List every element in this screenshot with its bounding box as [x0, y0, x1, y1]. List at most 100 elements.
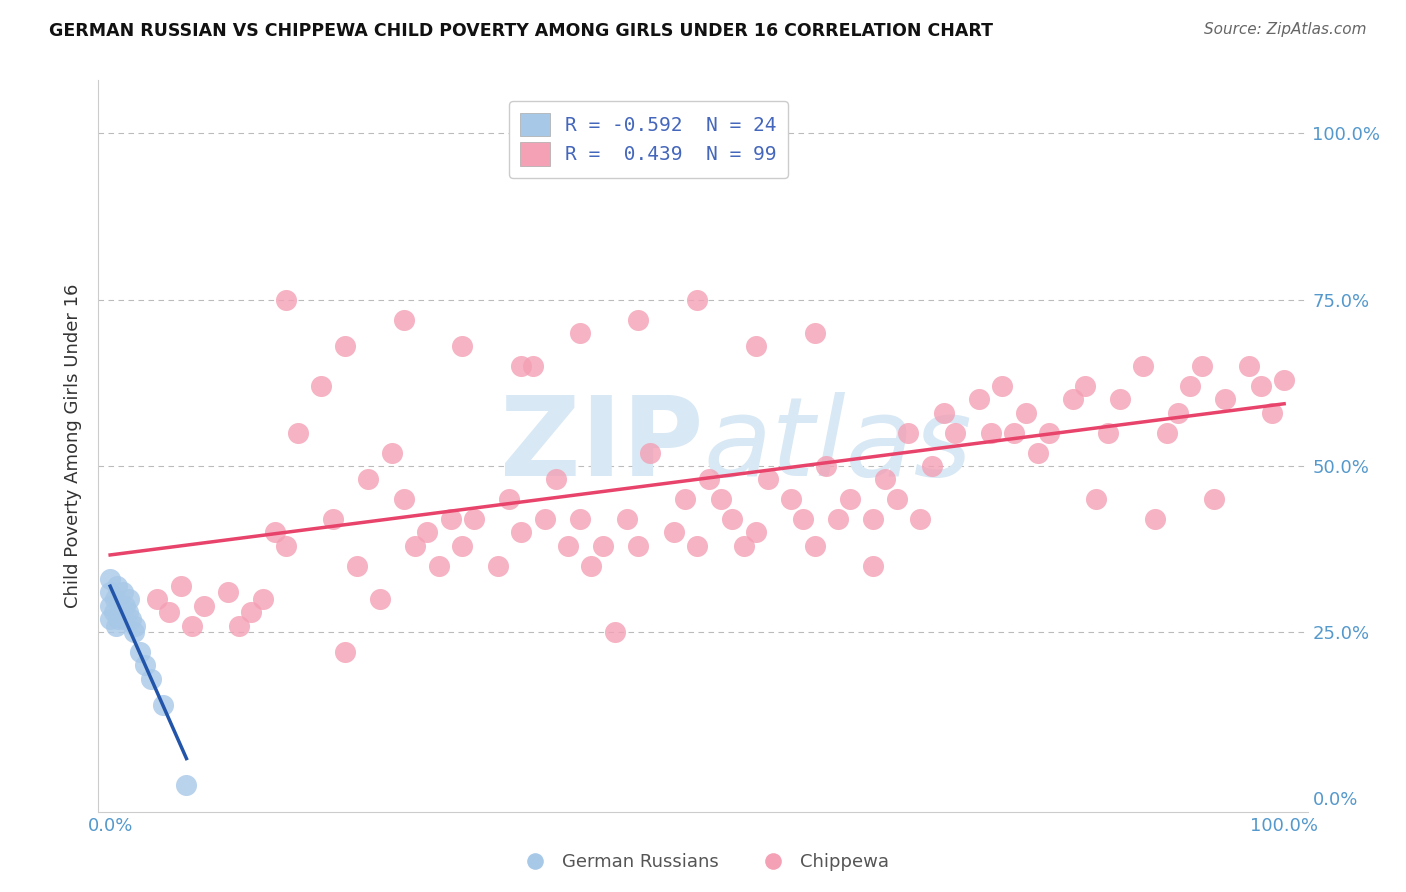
Point	[276, 539, 298, 553]
Point	[1167, 406, 1189, 420]
Point	[1272, 372, 1295, 386]
Text: Source: ZipAtlas.com: Source: ZipAtlas.com	[1204, 22, 1367, 37]
Point	[128, 645, 150, 659]
Point	[1108, 392, 1130, 407]
Point	[1202, 492, 1225, 507]
Point	[546, 472, 568, 486]
Legend: German Russians, Chippewa: German Russians, Chippewa	[510, 847, 896, 879]
Point	[108, 599, 131, 613]
Point	[134, 658, 156, 673]
Point	[141, 672, 163, 686]
Point	[427, 558, 450, 573]
Point	[104, 591, 127, 606]
Point	[263, 525, 285, 540]
Point	[1156, 425, 1178, 440]
Point	[333, 339, 356, 353]
Point	[745, 339, 768, 353]
Point	[921, 458, 943, 473]
Point	[980, 425, 1002, 440]
Point	[616, 512, 638, 526]
Point	[240, 605, 263, 619]
Point	[122, 625, 145, 640]
Point	[107, 612, 129, 626]
Point	[945, 425, 967, 440]
Point	[662, 525, 685, 540]
Point	[803, 539, 825, 553]
Point	[333, 645, 356, 659]
Point	[581, 558, 603, 573]
Point	[967, 392, 990, 407]
Point	[105, 579, 128, 593]
Point	[1191, 359, 1213, 374]
Point	[346, 558, 368, 573]
Point	[1062, 392, 1084, 407]
Point	[1097, 425, 1119, 440]
Point	[1026, 445, 1049, 459]
Point	[98, 599, 121, 613]
Point	[1143, 512, 1166, 526]
Point	[117, 605, 139, 619]
Point	[1015, 406, 1038, 420]
Point	[1085, 492, 1108, 507]
Point	[451, 339, 474, 353]
Point	[780, 492, 803, 507]
Point	[1073, 379, 1095, 393]
Text: ZIP: ZIP	[499, 392, 703, 500]
Point	[322, 512, 344, 526]
Point	[152, 698, 174, 713]
Point	[118, 591, 141, 606]
Point	[287, 425, 309, 440]
Point	[603, 625, 626, 640]
Point	[1237, 359, 1260, 374]
Point	[803, 326, 825, 340]
Point	[98, 585, 121, 599]
Point	[181, 618, 204, 632]
Point	[486, 558, 509, 573]
Point	[404, 539, 426, 553]
Point	[463, 512, 485, 526]
Point	[1132, 359, 1154, 374]
Point	[721, 512, 744, 526]
Text: atlas: atlas	[703, 392, 972, 500]
Point	[1250, 379, 1272, 393]
Point	[673, 492, 696, 507]
Point	[120, 612, 142, 626]
Point	[416, 525, 439, 540]
Point	[862, 558, 884, 573]
Point	[697, 472, 720, 486]
Point	[112, 612, 135, 626]
Point	[638, 445, 661, 459]
Point	[991, 379, 1014, 393]
Point	[381, 445, 404, 459]
Point	[157, 605, 180, 619]
Point	[311, 379, 333, 393]
Text: GERMAN RUSSIAN VS CHIPPEWA CHILD POVERTY AMONG GIRLS UNDER 16 CORRELATION CHART: GERMAN RUSSIAN VS CHIPPEWA CHILD POVERTY…	[49, 22, 993, 40]
Point	[103, 605, 125, 619]
Point	[568, 326, 591, 340]
Point	[592, 539, 614, 553]
Point	[98, 572, 121, 586]
Point	[627, 539, 650, 553]
Point	[733, 539, 755, 553]
Y-axis label: Child Poverty Among Girls Under 16: Child Poverty Among Girls Under 16	[65, 284, 83, 608]
Point	[510, 359, 533, 374]
Point	[792, 512, 814, 526]
Point	[1002, 425, 1025, 440]
Point	[862, 512, 884, 526]
Point	[886, 492, 908, 507]
Point	[908, 512, 931, 526]
Point	[1261, 406, 1284, 420]
Point	[105, 618, 128, 632]
Point	[111, 605, 134, 619]
Point	[176, 778, 198, 792]
Point	[146, 591, 169, 606]
Point	[873, 472, 896, 486]
Point	[838, 492, 860, 507]
Point	[568, 512, 591, 526]
Point	[627, 312, 650, 326]
Point	[1038, 425, 1060, 440]
Point	[510, 525, 533, 540]
Point	[114, 599, 136, 613]
Point	[522, 359, 544, 374]
Point	[710, 492, 733, 507]
